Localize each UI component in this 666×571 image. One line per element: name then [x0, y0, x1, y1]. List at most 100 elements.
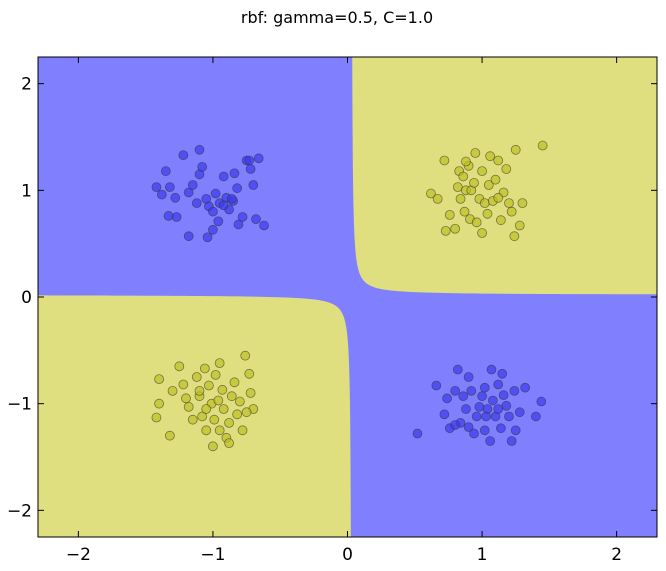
scatter-point-class-1-78 — [201, 404, 212, 414]
scatter-point-class-1-24 — [490, 174, 501, 185]
scatter-point-class-1-15 — [469, 177, 479, 188]
scatter-point-class-1-42 — [151, 412, 162, 423]
scatter-point-class-1-38 — [493, 192, 504, 203]
scatter-point-class-1-48 — [191, 372, 202, 382]
scatter-point-class-1-75 — [241, 407, 252, 418]
x-tick-label-4: 2 — [611, 545, 622, 565]
scatter-point-class-0-3 — [170, 192, 181, 203]
scatter-point-class-0-49 — [463, 422, 474, 433]
scatter-point-class-0-6 — [178, 150, 189, 161]
scatter-point-class-1-41 — [154, 398, 165, 409]
scatter-point-class-0-66 — [506, 436, 517, 446]
scatter-point-class-0-48 — [461, 404, 471, 414]
scatter-point-class-1-51 — [199, 363, 210, 374]
scatter-point-class-0-33 — [229, 168, 240, 179]
scatter-point-class-0-79 — [450, 420, 461, 430]
scatter-point-class-0-50 — [466, 385, 477, 396]
scatter-point-class-0-59 — [487, 395, 498, 406]
x-tick-label-1: −1 — [200, 545, 225, 565]
scatter-point-class-1-53 — [203, 380, 214, 391]
scatter-point-class-0-27 — [253, 153, 264, 164]
scatter-point-class-1-19 — [479, 198, 490, 209]
scatter-point-class-1-37 — [477, 228, 487, 238]
scatter-point-class-0-24 — [245, 164, 256, 174]
scatter-point-class-0-51 — [469, 428, 479, 439]
scatter-point-class-1-55 — [209, 414, 220, 425]
scatter-point-class-0-4 — [171, 212, 182, 222]
scatter-point-class-0-53 — [474, 401, 485, 412]
scatter-point-class-1-21 — [483, 180, 494, 190]
scatter-point-class-0-72 — [479, 425, 490, 436]
scatter-point-class-1-0 — [426, 188, 436, 199]
scatter-point-class-1-40 — [154, 374, 165, 385]
scatter-point-class-0-62 — [495, 423, 506, 434]
scatter-point-class-0-78 — [510, 425, 521, 436]
scatter-point-class-0-26 — [251, 214, 261, 225]
x-axis-tick-labels: −2 −1 0 1 2 — [66, 545, 622, 565]
scatter-point-class-1-28 — [501, 164, 512, 174]
plot-area — [37, 56, 658, 538]
scatter-point-class-0-42 — [442, 393, 452, 404]
scatter-point-class-1-59 — [217, 384, 228, 395]
scatter-point-class-1-68 — [240, 350, 251, 361]
scatter-point-class-1-64 — [229, 377, 240, 388]
scatter-point-class-0-28 — [259, 220, 269, 231]
scatter-point-class-1-9 — [458, 171, 469, 182]
scatter-point-class-1-70 — [245, 388, 256, 398]
scatter-point-class-0-40 — [412, 428, 423, 439]
scatter-point-class-0-35 — [164, 182, 175, 193]
scatter-point-class-0-58 — [486, 364, 497, 375]
scatter-point-class-0-73 — [493, 404, 504, 414]
scatter-point-class-0-63 — [498, 390, 509, 401]
scatter-points — [151, 140, 548, 452]
scatter-point-class-1-30 — [506, 206, 517, 217]
scatter-point-class-1-62 — [224, 438, 234, 449]
scatter-point-class-0-68 — [514, 407, 525, 418]
scatter-point-class-1-4 — [444, 209, 455, 220]
scatter-point-class-0-34 — [244, 155, 255, 166]
scatter-point-class-0-76 — [497, 368, 508, 379]
scatter-point-class-1-72 — [208, 441, 218, 452]
scatter-point-class-1-46 — [183, 401, 194, 412]
scatter-point-class-1-5 — [450, 223, 461, 234]
scatter-point-class-0-21 — [232, 183, 243, 194]
scatter-point-class-0-41 — [439, 409, 450, 420]
scatter-point-class-1-56 — [210, 369, 221, 380]
scatter-point-class-0-30 — [202, 232, 213, 243]
scatter-point-class-0-2 — [160, 166, 171, 177]
scatter-point-class-1-32 — [510, 144, 521, 155]
scatter-point-class-0-32 — [218, 200, 229, 211]
scatter-point-class-1-77 — [214, 358, 225, 369]
y-axis-tick-labels: −2 −1 0 1 2 — [7, 75, 32, 522]
scatter-point-class-1-69 — [244, 368, 255, 379]
y-tick-label-1: −1 — [7, 395, 32, 415]
scatter-point-class-1-58 — [214, 425, 225, 436]
scatter-point-class-1-76 — [167, 385, 178, 396]
scatter-point-class-1-79 — [224, 417, 234, 428]
scatter-point-class-1-34 — [517, 198, 528, 209]
scatter-point-class-0-38 — [208, 224, 218, 235]
scatter-point-class-0-22 — [237, 212, 248, 222]
scatter-point-class-1-57 — [213, 395, 224, 406]
chart-title: rbf: gamma=0.5, C=1.0 — [241, 8, 433, 27]
scatter-point-class-1-47 — [187, 414, 198, 425]
y-tick-label-2: 0 — [21, 288, 32, 308]
scatter-point-class-0-36 — [213, 216, 224, 227]
scatter-point-class-0-25 — [248, 180, 259, 190]
x-tick-label-3: 1 — [477, 545, 488, 565]
scatter-point-class-1-6 — [452, 182, 463, 193]
scatter-point-class-1-63 — [226, 391, 237, 402]
scatter-point-class-1-52 — [201, 425, 212, 436]
scatter-point-class-0-9 — [191, 198, 202, 209]
scatter-point-class-0-67 — [509, 385, 520, 396]
scatter-point-class-1-50 — [197, 411, 208, 422]
x-tick-label-0: −2 — [66, 545, 91, 565]
scatter-point-class-0-61 — [493, 379, 504, 390]
scatter-point-class-1-26 — [495, 215, 506, 226]
scatter-point-class-1-10 — [459, 206, 470, 217]
scatter-point-class-0-45 — [452, 364, 463, 375]
scatter-point-class-0-39 — [233, 219, 244, 230]
scatter-point-class-1-33 — [514, 220, 525, 231]
scatter-point-class-1-36 — [470, 148, 481, 158]
